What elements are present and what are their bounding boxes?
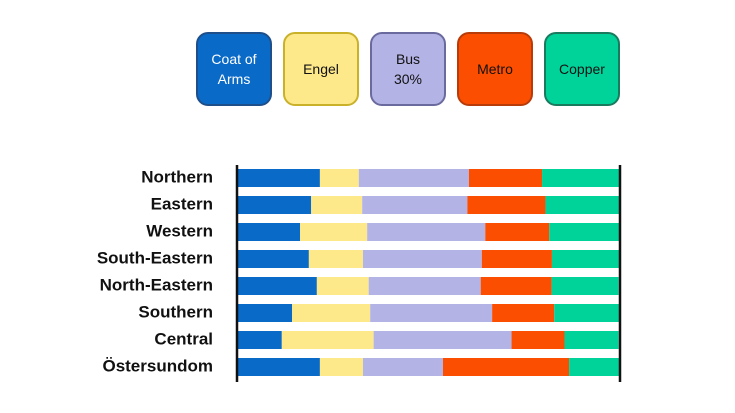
bar-segment — [319, 169, 359, 187]
bar-segment — [551, 250, 619, 268]
bar-segment — [492, 304, 555, 322]
bar-segment — [554, 304, 620, 322]
legend-item: Copper — [544, 32, 620, 106]
bar-segment — [370, 304, 493, 322]
bar-segment — [542, 169, 619, 187]
bar-segment — [480, 277, 552, 295]
bar-segment — [362, 250, 482, 268]
bar-segment — [551, 277, 619, 295]
bar-segment — [468, 169, 543, 187]
bar-segment — [362, 358, 443, 376]
bar-segment — [238, 196, 312, 214]
bar-segment — [362, 196, 468, 214]
bar-segment — [511, 331, 565, 349]
bar-segment — [319, 358, 363, 376]
bar-segment — [238, 169, 320, 187]
y-tick-label: Eastern — [151, 194, 213, 213]
bar-segment — [238, 304, 293, 322]
legend: Coat of Arms Engel Bus 30% Metro Copper — [196, 32, 620, 106]
bar-segment — [569, 358, 619, 376]
bar-segment — [368, 277, 481, 295]
bar-segment — [238, 358, 320, 376]
bar-segment — [481, 250, 552, 268]
y-tick-label: Östersundom — [102, 356, 213, 375]
bar-segment — [238, 277, 317, 295]
y-tick-label: North-Eastern — [100, 275, 213, 294]
bar-segment — [467, 196, 546, 214]
bar-segment — [485, 223, 550, 241]
y-tick-label: South-Eastern — [97, 248, 213, 267]
bar-segment — [373, 331, 512, 349]
bar-segment — [367, 223, 486, 241]
bar-segment — [545, 196, 620, 214]
bar-segment — [316, 277, 369, 295]
y-tick-label: Southern — [138, 302, 213, 321]
bar-segment — [442, 358, 570, 376]
legend-item: Engel — [283, 32, 359, 106]
legend-item: Bus 30% — [370, 32, 446, 106]
y-tick-label: Northern — [141, 167, 213, 186]
bar-segment — [281, 331, 374, 349]
bar-segment — [300, 223, 368, 241]
bar-segment — [238, 223, 301, 241]
legend-item: Metro — [457, 32, 533, 106]
y-tick-label: Western — [146, 221, 213, 240]
bar-segment — [238, 250, 309, 268]
bar-segment — [358, 169, 469, 187]
y-tick-label: Central — [154, 329, 213, 348]
bar-segment — [564, 331, 619, 349]
bar-segment — [292, 304, 371, 322]
bar-segment — [549, 223, 620, 241]
bar-segment — [311, 196, 363, 214]
bar-segment — [238, 331, 282, 349]
legend-item: Coat of Arms — [196, 32, 272, 106]
bar-segment — [308, 250, 363, 268]
